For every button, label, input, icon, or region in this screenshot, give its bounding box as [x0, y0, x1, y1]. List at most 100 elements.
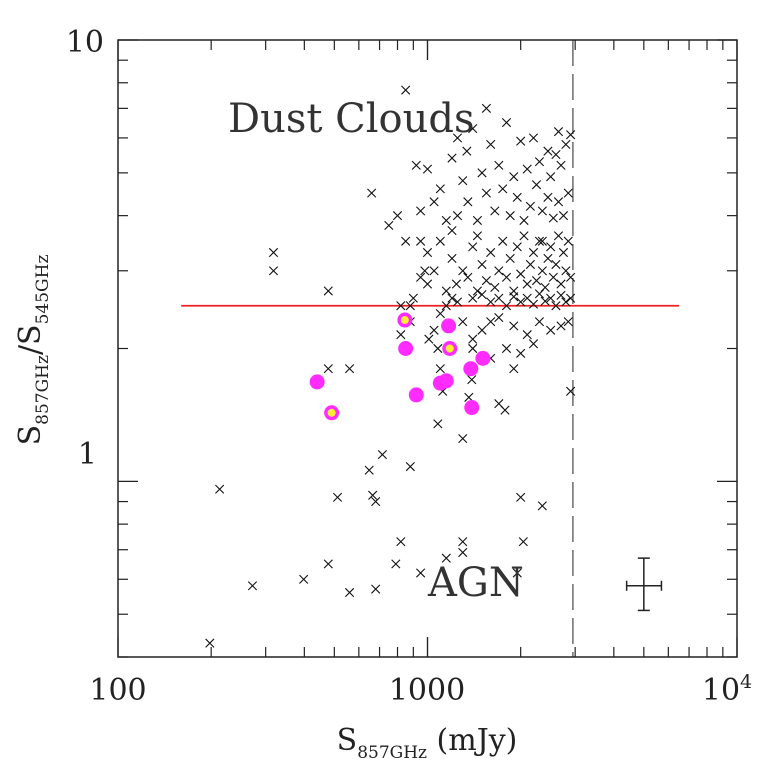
cross-point — [566, 130, 576, 140]
cross-stroke — [525, 259, 535, 270]
cross-point — [411, 160, 421, 170]
cross-point — [556, 279, 566, 289]
cross-point — [553, 231, 564, 241]
cross-stroke — [416, 272, 426, 282]
cross-stroke — [481, 276, 491, 286]
cross-point — [561, 139, 571, 150]
cross-point — [490, 282, 500, 293]
cross-stroke — [556, 279, 566, 289]
cross-point — [516, 492, 526, 502]
cross-stroke — [494, 266, 504, 276]
cross-point — [364, 465, 374, 475]
cross-point — [505, 211, 515, 221]
yellow-center — [400, 316, 409, 325]
cross-stroke — [486, 317, 496, 327]
cross-stroke — [422, 279, 433, 289]
cross-stroke — [458, 434, 468, 444]
cross-stroke — [368, 490, 378, 500]
cross-point — [509, 364, 519, 374]
cross-stroke — [501, 272, 512, 282]
cross-point — [447, 293, 457, 303]
cross-stroke — [405, 462, 415, 472]
cross-stroke — [563, 188, 573, 198]
cross-point — [396, 301, 406, 311]
cross-point — [468, 123, 478, 134]
cross-stroke — [447, 293, 457, 303]
cross-point — [458, 266, 468, 276]
cross-stroke — [563, 317, 573, 327]
cross-point — [563, 188, 573, 198]
cross-stroke — [481, 188, 491, 198]
cross-stroke — [563, 236, 573, 246]
cross-stroke — [416, 568, 426, 578]
cross-point — [377, 449, 387, 460]
cross-stroke — [543, 192, 553, 202]
cross-stroke — [546, 293, 556, 303]
cross-point — [509, 172, 519, 182]
cross-stroke — [458, 547, 468, 558]
cross-point — [401, 85, 411, 95]
cross-stroke — [534, 289, 545, 299]
x-tick-label-100: 100 — [89, 673, 146, 708]
cross-point — [546, 242, 556, 252]
cross-point — [551, 150, 561, 160]
cross-stroke — [468, 293, 478, 303]
cross-stroke — [556, 290, 566, 300]
cross-point — [553, 197, 564, 207]
cross-stroke — [501, 117, 512, 128]
cross-stroke — [447, 225, 457, 236]
cross-point — [468, 293, 478, 303]
cross-point — [486, 297, 496, 307]
cross-stroke — [323, 286, 333, 296]
cross-stroke — [463, 197, 473, 207]
cross-stroke — [464, 392, 474, 402]
cross-stroke — [509, 364, 519, 374]
cross-stroke — [344, 364, 355, 374]
cross-point — [498, 236, 508, 246]
magenta-point — [398, 341, 414, 356]
cross-stroke — [494, 160, 504, 170]
cross-stroke — [501, 301, 512, 311]
cross-point — [416, 568, 426, 578]
cross-point — [486, 247, 496, 258]
cross-stroke — [463, 272, 473, 282]
y-tick-label-1: 1 — [78, 437, 97, 472]
cross-stroke — [512, 192, 522, 202]
cross-stroke — [441, 553, 451, 563]
cross-stroke — [518, 537, 528, 547]
cross-point — [477, 289, 487, 300]
cross-stroke — [516, 492, 526, 502]
cross-stroke — [543, 146, 553, 156]
cross-stroke — [556, 160, 566, 170]
y-tick-labels: 1 10 — [66, 25, 104, 472]
cross-stroke — [472, 286, 483, 296]
cross-point — [543, 253, 553, 263]
cross-stroke — [509, 321, 519, 331]
cross-point — [435, 184, 445, 194]
cross-point — [534, 317, 545, 327]
y-axis-title: S857GHz/S545GHz — [13, 255, 53, 446]
cross-point — [405, 301, 415, 311]
cross-stroke — [391, 559, 401, 569]
cross-stroke — [468, 334, 478, 344]
cross-point — [525, 259, 535, 270]
cross-stroke — [516, 348, 526, 358]
cross-stroke — [558, 211, 569, 221]
cross-stroke — [268, 266, 279, 276]
cross-stroke — [396, 301, 406, 311]
cross-stroke — [472, 215, 483, 226]
cross-stroke — [377, 449, 387, 460]
cross-stroke — [247, 581, 258, 591]
cross-stroke — [561, 266, 571, 276]
cross-point — [477, 259, 487, 270]
cross-stroke — [494, 293, 504, 303]
cross-stroke — [546, 242, 556, 252]
cross-point — [371, 496, 381, 507]
cross-stroke — [498, 184, 508, 194]
cross-stroke — [522, 330, 532, 340]
cross-point — [422, 247, 433, 258]
cross-point — [435, 236, 445, 246]
cross-point — [528, 299, 539, 309]
cross-point — [494, 160, 504, 170]
cross-point — [490, 206, 500, 216]
